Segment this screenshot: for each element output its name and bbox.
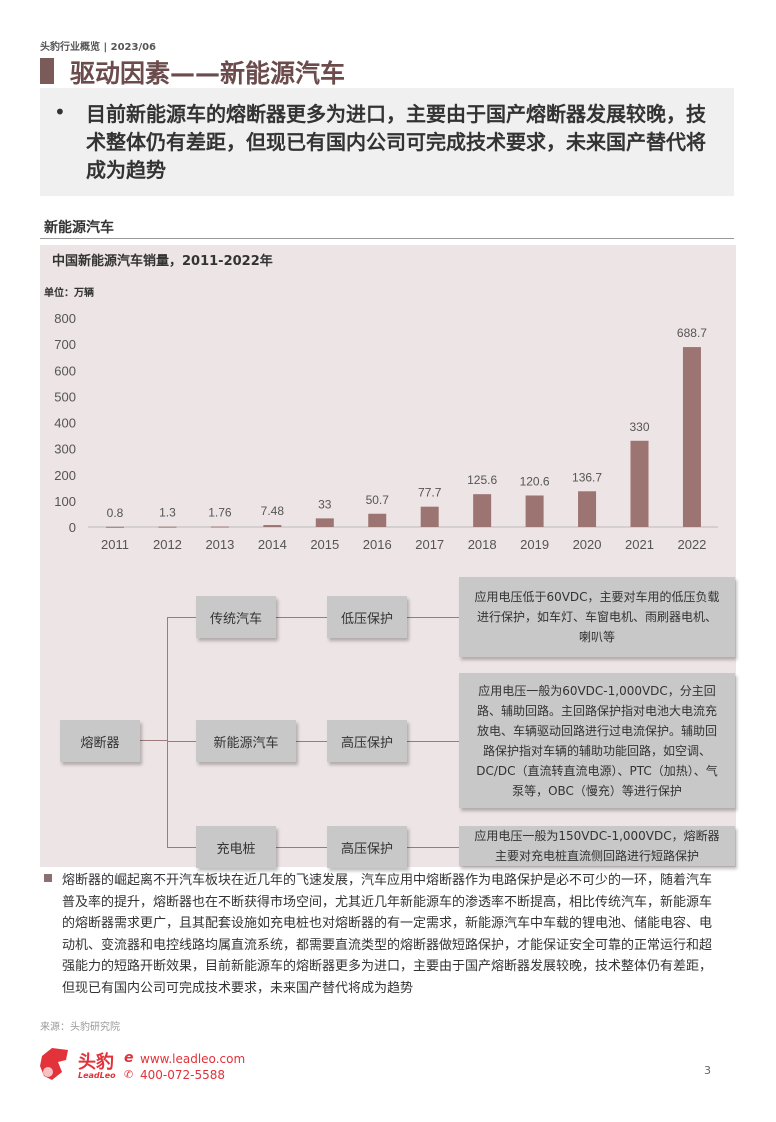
data-label: 0.8	[107, 506, 124, 520]
x-tick-label: 2017	[415, 537, 444, 552]
y-tick-label: 200	[54, 468, 76, 483]
data-label: 120.6	[520, 474, 550, 488]
bar-2014	[263, 525, 282, 527]
website-link[interactable]: www.leadleo.com	[140, 1052, 246, 1066]
connector-line	[167, 617, 168, 848]
connector-line	[167, 847, 467, 848]
web-icon: e	[124, 1050, 134, 1066]
divider	[40, 238, 734, 239]
protection-node: 高压保护	[327, 720, 407, 762]
body-bullet-icon	[44, 874, 52, 882]
x-tick-label: 2022	[677, 537, 706, 552]
page-number: 3	[704, 1064, 711, 1077]
vehicle-type-node: 新能源汽车	[196, 720, 296, 762]
summary-text: 目前新能源车的熔断器更多为进口，主要由于国产熔断器发展较晚，技术整体仍有差距，但…	[86, 102, 706, 182]
root-node: 熔断器	[60, 720, 140, 762]
y-tick-label: 100	[54, 494, 76, 509]
bar-2018	[473, 494, 492, 527]
data-label: 688.7	[677, 326, 707, 340]
bar-2015	[315, 518, 334, 527]
x-tick-label: 2020	[573, 537, 602, 552]
body-text: 熔断器的崛起离不开汽车板块在近几年的飞速发展，汽车应用中熔断器作为电路保护是必不…	[62, 873, 713, 996]
x-tick-label: 2011	[101, 537, 129, 552]
x-tick-label: 2012	[153, 537, 182, 552]
y-tick-label: 800	[54, 311, 76, 326]
bar-2011	[106, 526, 124, 528]
connector-line	[167, 617, 467, 618]
data-label: 33	[318, 497, 332, 511]
description-node: 应用电压一般为60VDC-1,000VDC，分主回路、辅助回路。主回路保护指对电…	[459, 673, 735, 808]
page-title: 驱动因素——新能源汽车	[70, 59, 346, 88]
data-label: 7.48	[261, 504, 285, 518]
bar-2017	[420, 506, 439, 527]
y-tick-label: 600	[54, 363, 76, 378]
phone-number: 400-072-5588	[140, 1068, 226, 1082]
bar-2016	[368, 513, 387, 527]
vehicle-type-node: 传统汽车	[196, 596, 276, 638]
x-tick-label: 2019	[520, 537, 549, 552]
x-tick-label: 2016	[363, 537, 392, 552]
logo-subtext: LeadLeo	[78, 1071, 116, 1080]
protection-node: 高压保护	[327, 826, 407, 868]
y-tick-label: 700	[54, 337, 76, 352]
x-tick-label: 2021	[625, 537, 654, 552]
chart-title: 中国新能源汽车销量，2011-2022年	[52, 254, 273, 269]
data-label: 1.3	[159, 506, 176, 520]
bar-chart: 0 100 200 300 400 500 600 700 800 0.8 2011 1.3 2012 1…	[54, 311, 718, 552]
data-label: 77.7	[418, 486, 442, 500]
bar-2013	[210, 526, 229, 528]
vehicle-type-node: 充电桩	[196, 826, 276, 868]
description-node: 应用电压低于60VDC，主要对车用的低压负载进行保护，如车灯、车窗电机、雨刷器电…	[459, 577, 735, 657]
y-tick-label: 500	[54, 389, 76, 404]
leadleo-logo-icon	[40, 1048, 68, 1080]
x-tick-label: 2013	[205, 537, 234, 552]
bar-2019	[525, 495, 544, 527]
data-label: 125.6	[467, 473, 497, 487]
chart-unit: 单位：万辆	[44, 288, 94, 299]
y-tick-label: 400	[54, 416, 76, 431]
protection-node: 低压保护	[327, 596, 407, 638]
description-node: 应用电压一般为150VDC-1,000VDC，熔断器主要对充电桩直流侧回路进行短…	[459, 826, 735, 866]
bar-2012	[158, 526, 177, 528]
x-tick-label: 2014	[258, 537, 287, 552]
data-label: 136.7	[572, 470, 602, 484]
bar-2022	[682, 347, 701, 527]
data-label: 330	[629, 420, 649, 434]
section-title: 新能源汽车	[44, 220, 114, 236]
x-tick-label: 2015	[310, 537, 339, 552]
bar-2020	[578, 491, 597, 527]
source-note: 来源：头豹研究院	[40, 1022, 120, 1033]
phone-icon: ✆	[124, 1068, 134, 1081]
logo-text: 头豹	[78, 1052, 114, 1073]
y-tick-label: 300	[54, 442, 76, 457]
breadcrumb: 头豹行业概览 | 2023/06	[40, 42, 157, 53]
summary-box	[40, 88, 734, 196]
connector-line	[140, 740, 168, 741]
title-marker	[40, 58, 54, 84]
data-label: 1.76	[208, 506, 232, 520]
y-tick-label: 0	[69, 520, 76, 535]
x-tick-label: 2018	[468, 537, 497, 552]
data-label: 50.7	[366, 493, 390, 507]
summary-bullet: •	[54, 100, 66, 124]
connector-line	[167, 741, 467, 742]
bar-2021	[630, 440, 649, 527]
